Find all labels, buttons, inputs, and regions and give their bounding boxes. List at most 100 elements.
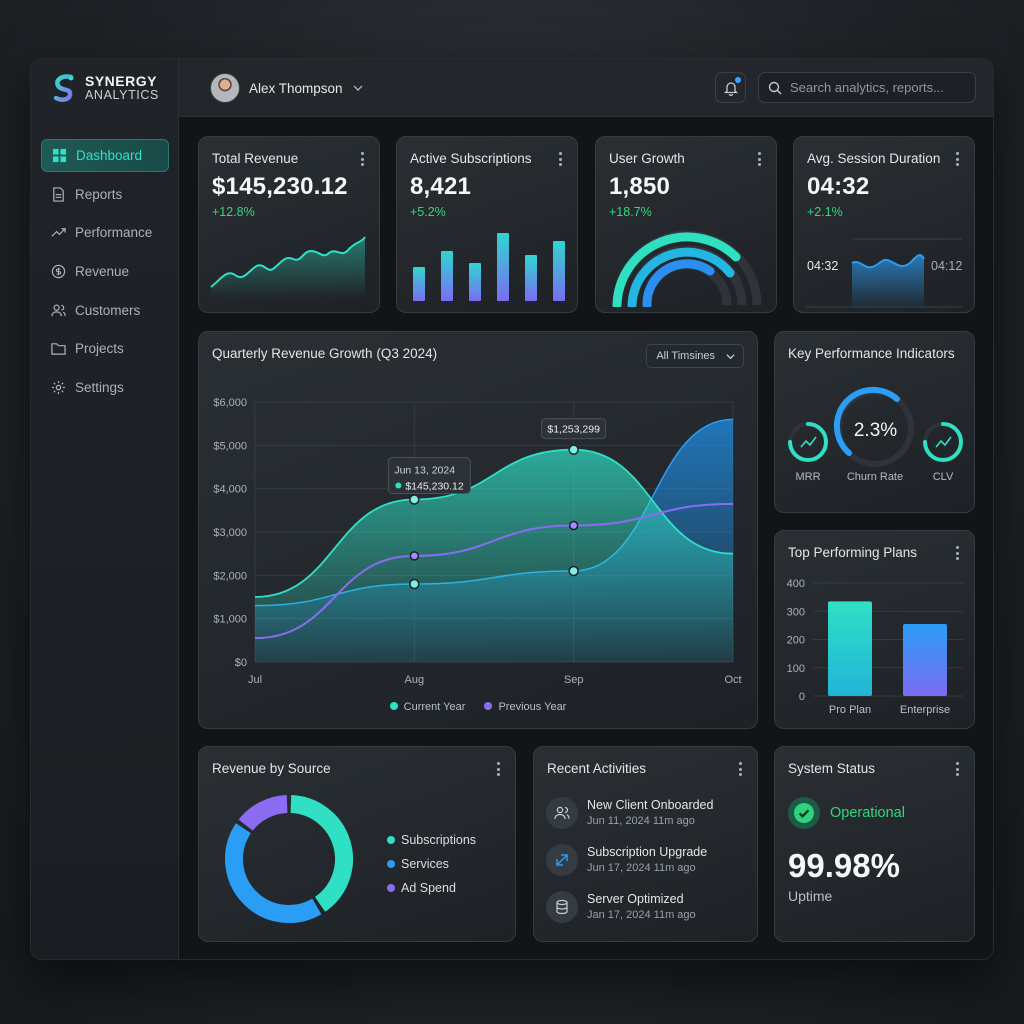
folder-icon [51, 343, 66, 356]
tooltip-box [541, 418, 607, 440]
more-options-icon[interactable] [497, 762, 501, 776]
avatar [210, 73, 240, 103]
legend-subscriptions: Subscriptions [387, 828, 476, 852]
activity-item[interactable]: Subscription Upgrade Jun 17, 2024 11m ag… [546, 844, 707, 876]
system-status-card: System Status Operational 99.98% Uptime [774, 746, 975, 942]
donut-slice-subscriptions [290, 795, 353, 912]
subscriptions-bar-sparkline [413, 233, 565, 301]
trend-icon [51, 228, 66, 238]
sidebar-item-revenue[interactable]: Revenue [41, 255, 169, 288]
x-tick-label: Sep [564, 674, 584, 686]
series-area-current-year [255, 449, 733, 662]
data-point [409, 494, 420, 505]
y-tick-label: $1,000 [213, 614, 247, 626]
kpi-gauges [788, 386, 963, 467]
uptime-label: Uptime [788, 888, 833, 904]
activity-item[interactable]: New Client Onboarded Jun 11, 2024 11m ag… [546, 797, 713, 829]
x-tick-label: Pro Plan [829, 704, 871, 716]
notifications-button[interactable] [715, 72, 746, 103]
card-title: Quarterly Revenue Growth (Q3 2024) [212, 346, 438, 361]
legend-services: Services [387, 852, 476, 876]
sidebar-item-label: Settings [75, 380, 124, 396]
users-icon [546, 797, 578, 829]
sidebar-item-performance[interactable]: Performance [41, 216, 169, 249]
more-options-icon[interactable] [739, 762, 743, 776]
y-tick-label: 300 [787, 606, 805, 618]
more-options-icon[interactable] [956, 546, 960, 560]
more-options-icon[interactable] [559, 152, 563, 166]
data-point [568, 444, 579, 455]
sidebar-item-projects[interactable]: Projects [41, 332, 169, 365]
legend-previous-year[interactable]: Previous Year [484, 701, 566, 713]
total-revenue-card: Total Revenue $145,230.12 +12.8% [198, 136, 380, 313]
card-title: Active Subscriptions [410, 151, 532, 166]
tooltip-dot [395, 482, 402, 489]
more-options-icon[interactable] [758, 152, 762, 166]
user-menu[interactable]: Alex Thompson [210, 73, 364, 103]
series-line-previous-year [254, 502, 734, 640]
total-revenue-change: +12.8% [212, 205, 255, 219]
sidebar-item-reports[interactable]: Reports [41, 178, 169, 211]
donut-legend: Subscriptions Services Ad Spend [387, 828, 476, 900]
active-subscriptions-change: +5.2% [410, 205, 446, 219]
chevron-down-icon [353, 85, 363, 91]
sidebar-item-customers[interactable]: Customers [41, 294, 169, 327]
data-point [409, 551, 420, 561]
card-title: Key Performance Indicators [788, 346, 955, 361]
total-revenue-value: $145,230.12 [212, 173, 348, 200]
more-options-icon[interactable] [956, 152, 960, 166]
x-tick-label: Jul [248, 674, 262, 686]
chart-legend: Current Year Previous Year [199, 701, 757, 713]
series-line-current-year [254, 448, 734, 598]
upgrade-icon [546, 844, 578, 876]
y-tick-label: 0 [799, 691, 805, 703]
more-options-icon[interactable] [956, 762, 960, 776]
activity-title: Subscription Upgrade [587, 845, 708, 859]
card-title: Revenue by Source [212, 761, 331, 776]
quarterly-revenue-card: Quarterly Revenue Growth (Q3 2024) All T… [198, 331, 758, 729]
session-left-label: 04:32 [807, 259, 839, 273]
search-input[interactable] [790, 80, 970, 95]
gear-icon [51, 381, 66, 395]
y-tick-label: 100 [787, 663, 805, 675]
dashboard-icon [52, 148, 67, 163]
active-subscriptions-value: 8,421 [410, 173, 472, 200]
user-growth-card: User Growth 1,850 +18.7% [595, 136, 777, 313]
search-icon [768, 81, 782, 94]
recent-activities-card: Recent Activities New Client Onboarded J… [533, 746, 758, 942]
data-point [568, 520, 579, 531]
activity-time: Jun 11, 2024 11m ago [587, 815, 695, 827]
y-tick-label: $6,000 [213, 397, 247, 409]
sidebar-item-label: Revenue [75, 264, 130, 280]
uptime-value: 99.98% [788, 847, 900, 884]
brand-name: SYNERGY [85, 73, 157, 90]
revenue-source-donut [225, 795, 353, 923]
user-growth-change: +18.7% [609, 205, 652, 219]
timeframe-select[interactable]: All Timsines [646, 344, 744, 368]
sidebar-item-settings[interactable]: Settings [41, 371, 169, 404]
notification-dot [735, 77, 741, 83]
sidebar-item-label: Reports [75, 186, 123, 202]
more-options-icon[interactable] [361, 152, 365, 166]
revenue-source-card: Revenue by Source Subscriptions Services… [198, 746, 516, 942]
user-growth-value: 1,850 [609, 173, 671, 200]
session-sparkline [806, 238, 962, 308]
data-point [409, 578, 420, 590]
activity-item[interactable]: Server Optimized Jan 17, 2024 11m ago [546, 891, 696, 923]
tooltip-box [387, 457, 471, 494]
top-bar: Alex Thompson [179, 59, 993, 117]
legend-current-year[interactable]: Current Year [389, 701, 465, 713]
timeframe-select-value: All Timsines [656, 350, 715, 362]
brand-logo[interactable]: SYNERGY ANALYTICS [51, 73, 159, 103]
donut-slice-services [225, 823, 322, 923]
bell-icon [723, 81, 738, 96]
y-tick-label: 200 [787, 635, 805, 647]
bar-pro-plan [828, 601, 872, 696]
churn-rate-label: Churn Rate [846, 471, 904, 483]
document-icon [53, 187, 64, 202]
sidebar-item-dashboard[interactable]: Dashboard [41, 139, 169, 172]
x-tick-label: Oct [724, 674, 741, 686]
tooltip-aug: Jun 13, 2024 $145,230.12 [387, 457, 471, 494]
tooltip-sep: $1,253,299 [541, 418, 607, 440]
sidebar-item-label: Dashboard [76, 148, 143, 163]
